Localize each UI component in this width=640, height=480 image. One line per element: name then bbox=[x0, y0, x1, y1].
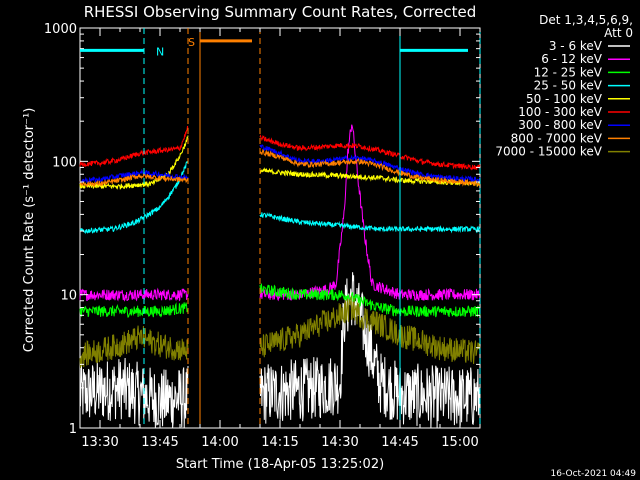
legend-label-12-25-kev: 12 - 25 keV bbox=[534, 65, 603, 79]
y-tick-label-100: 100 bbox=[52, 155, 77, 170]
x-tick-label-14-45: 14:45 bbox=[381, 435, 418, 450]
series-12-25-kev-segment-2 bbox=[259, 283, 481, 318]
series-100-300-kev-segment-1 bbox=[79, 125, 189, 168]
generation-timestamp: 16-Oct-2021 04:49 bbox=[551, 469, 637, 479]
series-25-50-kev-segment-2 bbox=[259, 212, 481, 234]
legend-label-25-50-kev: 25 - 50 keV bbox=[534, 79, 603, 93]
y-tick-label-1: 1 bbox=[69, 422, 77, 437]
legend-label-100-300-kev: 100 - 300 keV bbox=[518, 105, 602, 119]
detector-info-line-1: Det 1,3,4,5,6,9, bbox=[539, 13, 633, 27]
series-6-12-kev-segment-1 bbox=[79, 287, 189, 302]
x-tick-label-13-30: 13:30 bbox=[81, 435, 118, 450]
series-7000-15000-kev-segment-2 bbox=[259, 295, 481, 365]
series-25-50-kev-segment-1 bbox=[79, 161, 188, 235]
series-3-6-kev-segment-2 bbox=[259, 272, 481, 429]
y-tick-label-10: 10 bbox=[60, 289, 77, 304]
series-300-800-kev-segment-1 bbox=[79, 168, 189, 184]
x-tick-label-13-45: 13:45 bbox=[141, 435, 178, 450]
legend-label-7000-15000-kev: 7000 - 15000 keV bbox=[495, 145, 602, 159]
y-axis-label: Corrected Count Rate (s⁻¹ detector⁻¹) bbox=[22, 108, 37, 353]
chart-title: RHESSI Observing Summary Count Rates, Co… bbox=[84, 3, 477, 21]
series-800-7000-kev-segment-2 bbox=[259, 148, 481, 188]
series-layer bbox=[79, 124, 481, 429]
series-50-100-kev-segment-1 bbox=[79, 135, 189, 190]
legend-label-3-6-kev: 3 - 6 keV bbox=[549, 39, 603, 53]
series-100-300-kev-segment-2 bbox=[259, 134, 481, 171]
legend-label-300-800-kev: 300 - 800 keV bbox=[518, 118, 602, 132]
annotation-label-s: S bbox=[188, 36, 195, 49]
y-tick-label-1000: 1000 bbox=[44, 22, 77, 37]
x-axis-label: Start Time (18-Apr-05 13:25:02) bbox=[176, 457, 384, 472]
annotation-layer: NS bbox=[80, 28, 481, 428]
x-tick-label-15-00: 15:00 bbox=[441, 435, 478, 450]
series-7000-15000-kev-segment-1 bbox=[79, 325, 189, 369]
legend-label-800-7000-kev: 800 - 7000 keV bbox=[511, 131, 603, 145]
series-12-25-kev-segment-1 bbox=[79, 302, 188, 318]
legend-label-50-100-kev: 50 - 100 keV bbox=[526, 92, 603, 106]
x-tick-label-14-15: 14:15 bbox=[261, 435, 298, 450]
detector-info-line-2: Att 0 bbox=[604, 26, 633, 40]
series-800-7000-kev-segment-1 bbox=[79, 172, 189, 188]
annotation-label-n: N bbox=[156, 45, 164, 58]
legend-label-6-12-kev: 6 - 12 keV bbox=[541, 52, 603, 66]
series-3-6-kev-segment-1 bbox=[79, 357, 189, 429]
ticks-layer: 13:30 13:45 14:00 14:15 14:30 14:45 15:00 1 10 10… bbox=[44, 22, 481, 450]
x-tick-label-14-30: 14:30 bbox=[321, 435, 358, 450]
x-tick-label-14-00: 14:00 bbox=[201, 435, 238, 450]
